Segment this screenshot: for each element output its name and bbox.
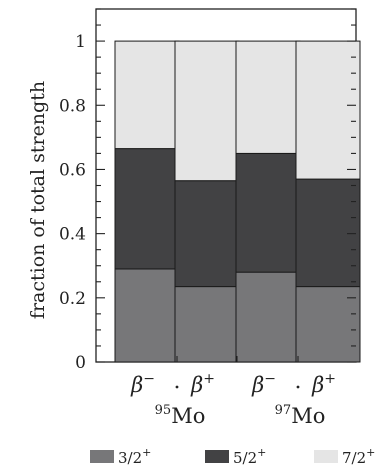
group-labels: 95Mo 97Mo: [155, 403, 326, 428]
bar-segment-3-series-1: [235, 271, 301, 363]
bar-segment-4-series-2: [295, 178, 361, 288]
y-tick-label: 0.4: [59, 225, 86, 245]
bar-segment-2-series-1: [174, 286, 240, 363]
bar-segment-3-series-2: [235, 152, 301, 273]
bar-segment-2-series-3: [174, 40, 240, 182]
bar-label: β−: [251, 371, 276, 397]
legend: 3/2+ 5/2+ 7/2+: [90, 446, 375, 467]
bar-labels: β− β+ β− β+: [130, 371, 336, 397]
bar-segment-1-series-1: [114, 268, 180, 363]
legend-swatch-1: [90, 450, 114, 463]
bar-label: β+: [190, 371, 215, 397]
y-tick-labels: 0 0.2 0.4 0.6 0.8 1: [59, 32, 86, 373]
axis-ticks: [96, 8, 356, 363]
label-separator-dot: [175, 385, 179, 389]
bar-segment-2-series-2: [174, 180, 240, 288]
legend-swatch-2: [205, 450, 229, 463]
y-axis-label: fraction of total strength: [27, 81, 49, 319]
group-label: 95Mo: [155, 403, 206, 428]
label-separator-dot: [296, 385, 300, 389]
bars: [114, 40, 361, 363]
bar-segment-1-series-2: [114, 148, 180, 270]
bar-label: β−: [130, 371, 155, 397]
legend-swatch-3: [314, 450, 338, 463]
y-tick-label: 0.6: [59, 160, 86, 180]
y-tick-label: 1: [75, 32, 86, 52]
y-tick-label: 0.8: [59, 96, 86, 116]
group-label: 97Mo: [275, 403, 326, 428]
bar-segment-3-series-3: [235, 40, 301, 154]
y-tick-label: 0.2: [59, 289, 86, 309]
bar-segment-4-series-3: [295, 40, 361, 180]
legend-label-3: 7/2+: [342, 446, 375, 467]
legend-label-2: 5/2+: [233, 446, 266, 467]
bar-segment-1-series-3: [114, 40, 180, 150]
bar-label: β+: [311, 371, 336, 397]
y-tick-label: 0: [75, 353, 86, 373]
legend-label-1: 3/2+: [118, 446, 151, 467]
